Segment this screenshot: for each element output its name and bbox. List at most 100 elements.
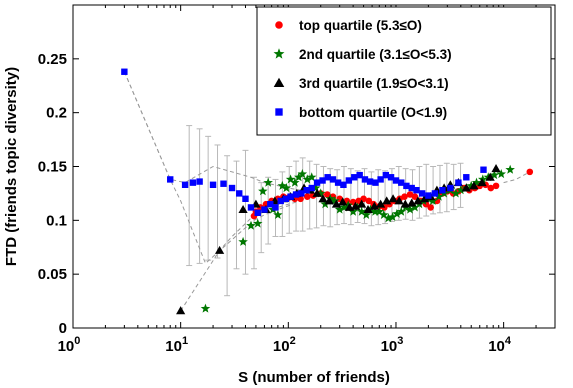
point-1-30 bbox=[374, 206, 385, 216]
point-3-48 bbox=[463, 174, 470, 181]
point-3-14 bbox=[272, 204, 279, 211]
point-3-16 bbox=[282, 195, 290, 202]
point-1-31 bbox=[379, 209, 389, 219]
point-0-10 bbox=[303, 193, 311, 200]
point-3-11 bbox=[254, 209, 261, 216]
point-1-17 bbox=[315, 188, 326, 198]
point-0-44 bbox=[492, 182, 500, 190]
point-1-27 bbox=[361, 209, 372, 219]
point-3-38 bbox=[398, 179, 405, 186]
point-1-33 bbox=[387, 212, 398, 222]
point-3-6 bbox=[220, 180, 227, 187]
series-3 bbox=[121, 68, 487, 216]
point-3-17 bbox=[287, 193, 294, 200]
point-1-13 bbox=[297, 169, 308, 179]
x-axis-label: S (number of friends) bbox=[238, 369, 390, 386]
point-1-3 bbox=[252, 218, 263, 228]
point-2-12 bbox=[318, 194, 328, 203]
point-1-42 bbox=[428, 195, 438, 205]
point-1-12 bbox=[293, 172, 304, 182]
legend-marker-1 bbox=[273, 48, 285, 59]
point-3-15 bbox=[277, 197, 284, 205]
y-tick-label-2: 0.1 bbox=[46, 212, 67, 229]
point-3-21 bbox=[308, 184, 315, 192]
point-1-20 bbox=[330, 195, 340, 205]
x-tick-label-2: 102 bbox=[273, 335, 296, 355]
point-1-46 bbox=[451, 188, 461, 198]
point-0-27 bbox=[401, 193, 408, 200]
point-1-1 bbox=[238, 236, 248, 246]
point-3-31 bbox=[361, 176, 369, 183]
point-1-21 bbox=[334, 204, 345, 214]
y-tick-label-0: 0 bbox=[59, 320, 67, 337]
point-3-49 bbox=[480, 166, 487, 173]
point-3-26 bbox=[334, 179, 342, 186]
point-1-37 bbox=[405, 204, 415, 214]
point-1-54 bbox=[496, 169, 506, 179]
point-1-55 bbox=[505, 164, 515, 174]
point-0-28 bbox=[406, 191, 414, 198]
point-3-24 bbox=[324, 174, 331, 181]
x-tick-label-base-3: 10 bbox=[381, 338, 398, 355]
point-3-10 bbox=[247, 204, 255, 211]
point-3-30 bbox=[356, 171, 363, 179]
legend-box bbox=[256, 6, 552, 136]
point-3-42 bbox=[418, 190, 426, 197]
point-2-1 bbox=[215, 245, 225, 254]
trend-line-1 bbox=[180, 200, 301, 312]
point-3-37 bbox=[392, 177, 400, 184]
point-3-13 bbox=[267, 200, 274, 208]
point-1-24 bbox=[348, 206, 358, 216]
x-tick-label-base-4: 10 bbox=[488, 338, 505, 355]
point-2-15 bbox=[338, 197, 348, 206]
point-3-35 bbox=[382, 171, 390, 179]
point-3-39 bbox=[403, 182, 410, 190]
point-3-33 bbox=[372, 179, 379, 186]
point-2-19 bbox=[363, 204, 373, 214]
point-3-43 bbox=[425, 192, 432, 199]
point-2-14 bbox=[331, 199, 342, 208]
point-3-46 bbox=[447, 184, 454, 192]
point-2-17 bbox=[350, 201, 361, 210]
point-2-18 bbox=[357, 199, 367, 208]
trend-line-0 bbox=[123, 71, 293, 265]
point-1-26 bbox=[356, 206, 367, 216]
point-1-51 bbox=[478, 174, 488, 184]
point-1-50 bbox=[471, 177, 482, 187]
x-tick-label-exp-4: 4 bbox=[505, 335, 512, 347]
x-tick-label-1: 101 bbox=[165, 335, 188, 355]
point-3-36 bbox=[387, 174, 395, 181]
point-2-27 bbox=[413, 196, 423, 205]
point-3-2 bbox=[181, 181, 189, 189]
y-tick-label-3: 0.15 bbox=[38, 159, 67, 176]
point-3-44 bbox=[431, 190, 439, 197]
point-3-45 bbox=[439, 186, 446, 194]
point-1-43 bbox=[434, 191, 444, 201]
point-3-27 bbox=[340, 181, 347, 189]
x-tick-label-base-0: 10 bbox=[58, 338, 75, 355]
legend-label-0: top quartile (5.3≤O) bbox=[299, 18, 422, 33]
point-0-32 bbox=[427, 204, 434, 211]
point-1-29 bbox=[370, 206, 380, 216]
x-tick-label-4: 104 bbox=[488, 335, 512, 355]
point-2-24 bbox=[394, 196, 404, 205]
point-0-13 bbox=[323, 191, 331, 198]
point-1-4 bbox=[258, 186, 268, 196]
point-1-23 bbox=[343, 200, 353, 210]
point-1-32 bbox=[383, 213, 394, 223]
x-tick-label-exp-2: 2 bbox=[290, 335, 296, 347]
point-1-5 bbox=[263, 177, 273, 187]
legend-label-2: 3rd quartile (1.9≤O<3.1) bbox=[299, 76, 449, 91]
x-tick-label-base-2: 10 bbox=[273, 338, 290, 355]
point-1-16 bbox=[311, 183, 321, 193]
point-1-47 bbox=[456, 185, 466, 195]
point-0-20 bbox=[365, 197, 373, 205]
legend-label-3: bottom quartile (O<1.9) bbox=[299, 105, 447, 120]
legend-marker-2 bbox=[273, 77, 285, 87]
point-0-43 bbox=[487, 184, 495, 192]
point-3-47 bbox=[455, 179, 462, 186]
point-1-7 bbox=[273, 209, 283, 219]
x-tick-label-base-1: 10 bbox=[165, 338, 182, 355]
point-2-20 bbox=[369, 201, 379, 210]
point-1-53 bbox=[489, 170, 500, 180]
